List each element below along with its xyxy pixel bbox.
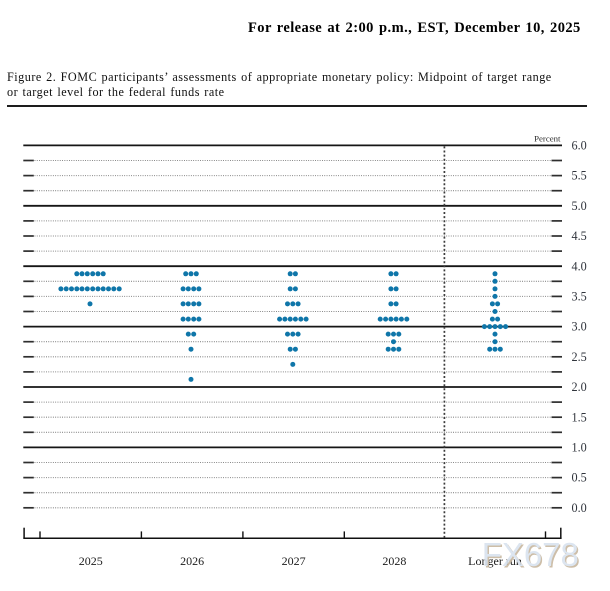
svg-text:2027: 2027 [282,554,306,568]
svg-text:2.0: 2.0 [572,380,587,394]
svg-text:4.0: 4.0 [572,259,587,273]
svg-text:2026: 2026 [180,554,204,568]
svg-text:4.5: 4.5 [572,229,587,243]
svg-text:Percent: Percent [534,134,561,144]
svg-text:6.0: 6.0 [572,139,587,153]
svg-text:5.0: 5.0 [572,199,587,213]
svg-text:FX678: FX678 [482,536,579,573]
svg-text:2.5: 2.5 [572,350,587,364]
svg-text:3.0: 3.0 [572,320,587,334]
svg-text:FX678: FX678 [483,538,580,575]
svg-text:Longer run: Longer run [468,554,522,568]
svg-text:0.5: 0.5 [572,471,587,485]
svg-text:3.5: 3.5 [572,290,587,304]
svg-text:1.5: 1.5 [572,410,587,424]
svg-text:2028: 2028 [382,554,406,568]
svg-text:1.0: 1.0 [572,441,587,455]
svg-text:5.5: 5.5 [572,169,587,183]
svg-text:2025: 2025 [79,554,103,568]
svg-text:0.0: 0.0 [572,501,587,515]
